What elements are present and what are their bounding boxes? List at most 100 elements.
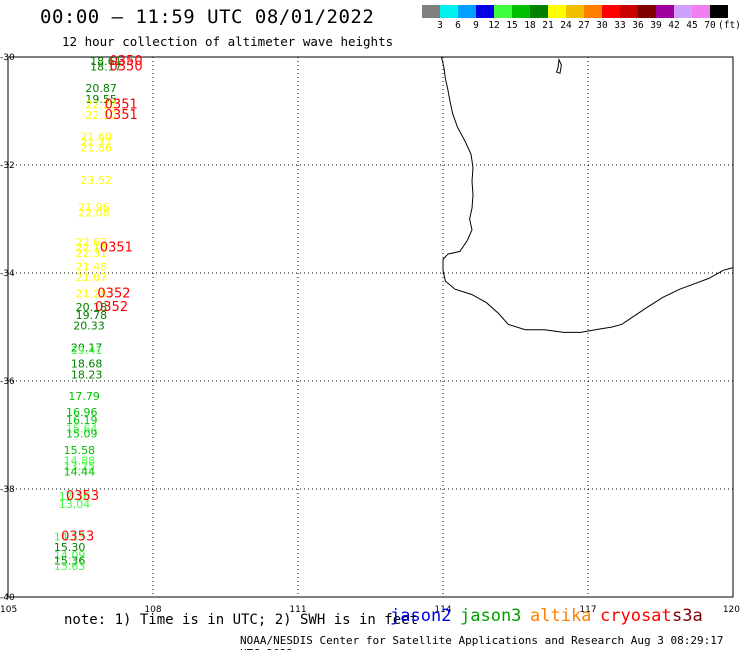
colorbar-label: 36 <box>632 20 644 31</box>
latitude-tick-label: -40 <box>0 593 15 603</box>
colorbar-label: 45 <box>686 20 698 31</box>
colorbar-label: 30 <box>596 20 608 31</box>
wave-height-label: 13.25 <box>64 460 95 473</box>
colorbar-unit: (ft) <box>718 20 740 31</box>
colorbar-swatch <box>476 5 494 18</box>
wave-height-label: 15.58 <box>64 444 95 457</box>
wave-height-label: 14.44 <box>64 466 95 479</box>
colorbar-label: 27 <box>578 20 590 31</box>
latitude-tick-label: -32 <box>0 161 15 171</box>
pass-time-label: 0350 <box>110 54 143 69</box>
wave-height-label: 21.07 <box>76 271 108 284</box>
wave-height-label: 22.10 <box>85 109 117 122</box>
wave-height-label: 17.79 <box>68 390 100 403</box>
wave-height-label: 18.61 <box>90 55 122 68</box>
longitude-tick-label: 111 <box>289 605 306 615</box>
satellite-legend-item: cryosat <box>600 606 672 626</box>
wave-height-label: 15.09 <box>66 428 98 441</box>
wave-height-label: 21.96 <box>78 201 110 214</box>
wave-height-label: 21.77 <box>81 136 113 149</box>
wave-height-label: 13.04 <box>59 498 91 511</box>
pass-time-label: 0350 <box>110 60 143 75</box>
longitude-tick-label: 120 <box>723 605 740 615</box>
colorbar-label: 6 <box>455 20 461 31</box>
pass-time-label: 0352 <box>95 300 128 315</box>
wave-height-label: 22.15 <box>76 241 108 254</box>
colorbar-swatch <box>710 5 728 18</box>
wave-height-label: 18.17 <box>90 61 122 74</box>
page-title: 00:00 – 11:59 UTC 08/01/2022 <box>40 6 375 28</box>
island-outline <box>555 57 562 74</box>
colorbar-label: 70 <box>704 20 716 31</box>
wave-height-label: 14.09 <box>54 549 86 562</box>
wave-height-label: 16.96 <box>66 406 98 419</box>
longitude-tick-label: 114 <box>434 605 451 615</box>
colorbar-swatch <box>692 5 710 18</box>
pass-time-label: 0351 <box>105 108 138 123</box>
wave-height-label: 21.48 <box>76 260 108 273</box>
colorbar-label: 12 <box>488 20 500 31</box>
pass-time-label: 0352 <box>97 286 130 301</box>
page-subtitle: 12 hour collection of altimeter wave hei… <box>62 34 394 49</box>
satellite-legend-item: s3a <box>672 606 703 626</box>
satellite-legend-item: altika <box>530 606 592 626</box>
wave-height-label: 20.33 <box>73 320 105 333</box>
colorbar-swatch <box>512 5 530 18</box>
wave-height-label: 22.08 <box>78 206 110 219</box>
colorbar-label: 18 <box>524 20 536 31</box>
colorbar-label: 33 <box>614 20 626 31</box>
coastline <box>441 56 734 333</box>
latitude-tick-label: -34 <box>0 269 15 279</box>
legend-note: note: 1) Time is in UTC; 2) SWH is in fe… <box>64 612 419 628</box>
wave-height-label: 20.18 <box>76 301 108 314</box>
longitude-tick-label: 105 <box>0 605 17 615</box>
wave-height-label: 21.86 <box>81 142 113 155</box>
satellite-legend-item: jason3 <box>460 606 522 626</box>
wave-height-label: 19.78 <box>76 309 108 322</box>
wave-height-label: 15.64 <box>66 422 98 435</box>
colorbar-swatch <box>440 5 458 18</box>
colorbar-label: 3 <box>437 20 443 31</box>
latitude-tick-label: -30 <box>0 53 15 63</box>
map-frame <box>7 56 734 598</box>
wave-height-label: 21.28 <box>76 287 108 300</box>
colorbar-label: 39 <box>650 20 662 31</box>
colorbar-swatch <box>566 5 584 18</box>
wave-height-label: 21.60 <box>81 131 113 144</box>
colorbar-label: 42 <box>668 20 680 31</box>
colorbar-swatch <box>422 5 440 18</box>
colorbar-label: 9 <box>473 20 479 31</box>
pass-time-label: 0353 <box>66 489 99 504</box>
colorbar-swatch <box>620 5 638 18</box>
wave-height-label: 22.31 <box>76 247 108 260</box>
colorbar-swatch <box>530 5 548 18</box>
wave-height-label: 15.30 <box>54 541 86 554</box>
colorbar-label: 24 <box>560 20 572 31</box>
wave-height-label: 14.13 <box>54 530 86 543</box>
wave-height-label: 22.62 <box>76 236 108 249</box>
wave-height-label: 20.17 <box>71 341 103 354</box>
footer-credit: NOAA/NESDIS Center for Satellite Applica… <box>240 634 724 650</box>
latitude-tick-label: -38 <box>0 485 15 495</box>
colorbar-swatch <box>656 5 674 18</box>
pass-time-label: 0353 <box>61 529 94 544</box>
colorbar-swatch <box>494 5 512 18</box>
latitude-tick-label: -36 <box>0 377 15 387</box>
pass-time-label: 0351 <box>105 97 138 112</box>
satellite-legend-item: jason2 <box>390 606 452 626</box>
wave-height-label: 18.68 <box>71 358 103 371</box>
longitude-tick-label: 108 <box>144 605 161 615</box>
colorbar-label: 15 <box>506 20 518 31</box>
wave-height-label: 19.55 <box>85 93 117 106</box>
wave-height-label: 19.41 <box>71 344 103 357</box>
wave-height-label: 20.87 <box>85 82 117 95</box>
colorbar-label: 21 <box>542 20 554 31</box>
wave-height-label: 15.36 <box>54 555 86 568</box>
colorbar-swatch <box>548 5 566 18</box>
longitude-tick-label: 117 <box>579 605 596 615</box>
wave-height-label: 23.52 <box>81 174 113 187</box>
wave-height-label: 16.19 <box>66 414 98 427</box>
colorbar-swatch <box>674 5 692 18</box>
